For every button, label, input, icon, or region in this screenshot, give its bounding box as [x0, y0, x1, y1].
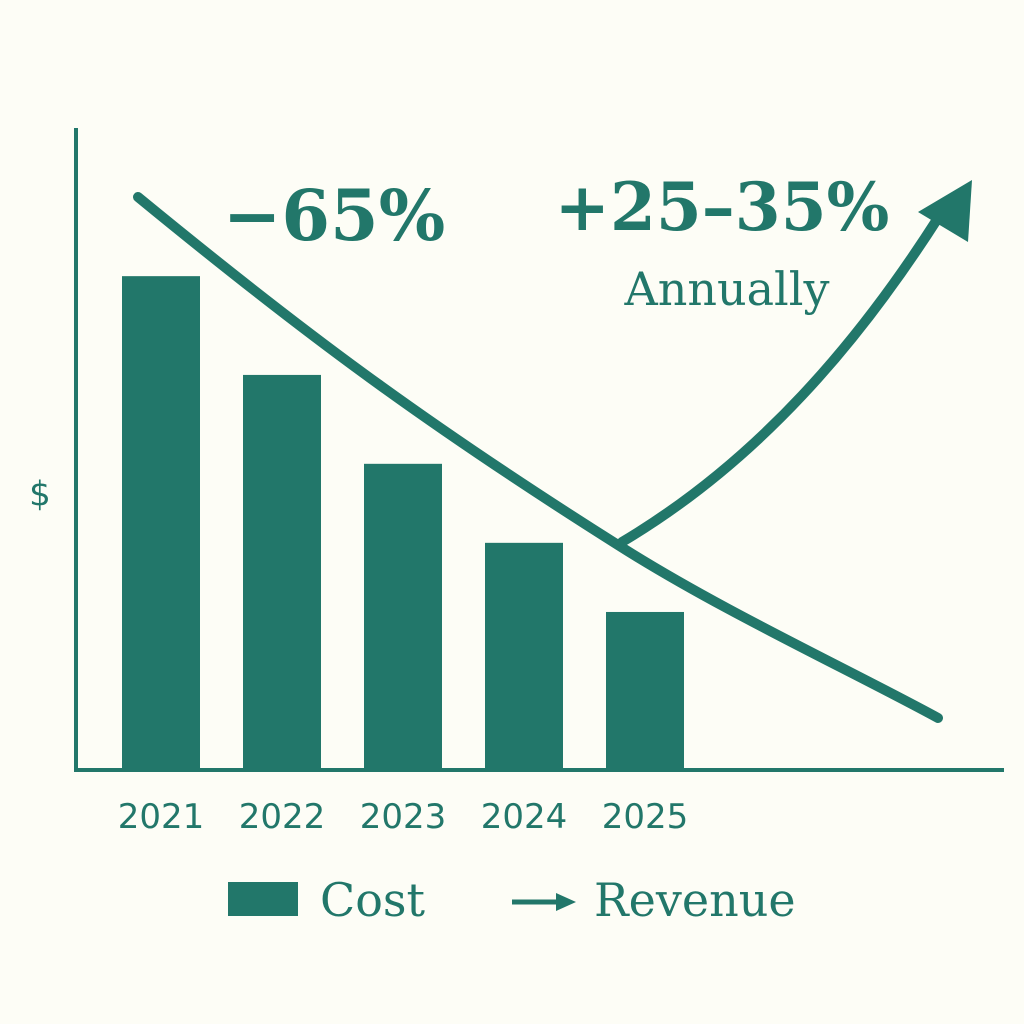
legend: Cost Revenue	[228, 873, 796, 927]
legend-cost-swatch	[228, 882, 298, 916]
x-tick-label-2021: 2021	[118, 797, 205, 837]
legend-revenue-arrow-icon	[556, 893, 576, 911]
revenue-trend-line	[617, 213, 943, 547]
x-tick-label-2024: 2024	[481, 797, 568, 837]
bar-2023	[364, 463, 442, 770]
cost-trend-line	[133, 192, 943, 723]
bar-2021	[122, 276, 200, 770]
x-tick-label-2022: 2022	[239, 797, 326, 837]
bar-2025	[606, 611, 684, 770]
cost-change-annotation: −65%	[223, 174, 446, 257]
revenue-growth-period: Annually	[624, 262, 830, 316]
revenue-arrowhead	[918, 180, 972, 242]
cost-bars	[122, 276, 684, 770]
legend-cost-label: Cost	[320, 873, 425, 927]
bar-2022	[243, 374, 321, 770]
bar-2024	[485, 542, 563, 770]
x-tick-label-2023: 2023	[360, 797, 447, 837]
legend-revenue-label: Revenue	[594, 873, 796, 927]
revenue-growth-annotation: +25–35%	[555, 168, 890, 246]
x-tick-label-2025: 2025	[602, 797, 689, 837]
y-axis-label: $	[29, 475, 51, 515]
x-tick-labels: 2021 2022 2023 2024 2025	[118, 797, 689, 837]
